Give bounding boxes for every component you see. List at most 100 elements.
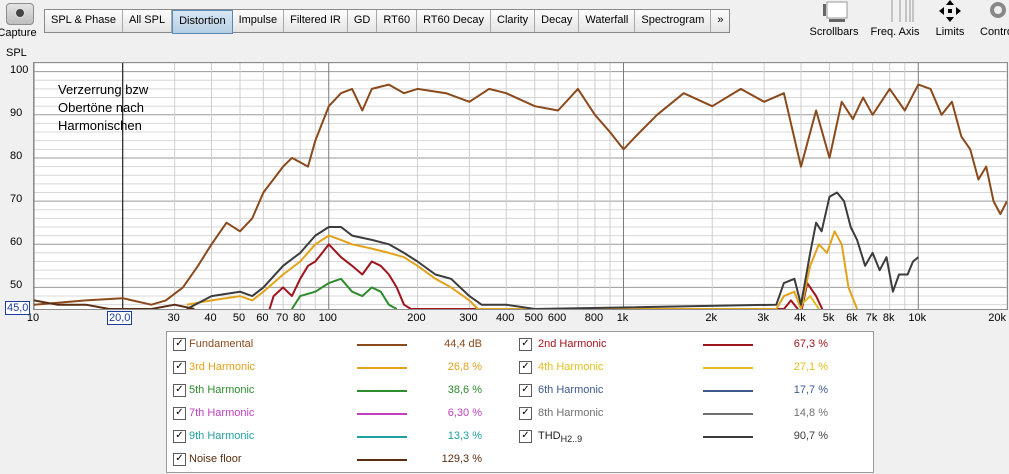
x-tick-label: 1k xyxy=(616,312,629,324)
legend-value-9th-harmonic: 13,3 % xyxy=(447,430,482,442)
cursor-x-readout: 20,0 xyxy=(107,311,133,325)
tab-more[interactable]: » xyxy=(711,10,730,32)
x-tick-label: 2k xyxy=(705,312,718,324)
legend-checkbox-7th-harmonic[interactable]: ✓ xyxy=(173,407,186,420)
y-axis-title: SPL xyxy=(6,47,27,59)
legend-value-8th-harmonic: 14,8 % xyxy=(793,407,828,419)
legend-checkbox-2nd-harmonic[interactable]: ✓ xyxy=(519,338,532,351)
limits-icon xyxy=(935,0,965,22)
limits-button[interactable]: Limits xyxy=(928,0,972,38)
controls-label: Contro xyxy=(980,26,1009,38)
x-tick-label: 30 xyxy=(167,312,180,324)
legend-label-2nd-harmonic: 2nd Harmonic xyxy=(538,338,607,350)
controls-button[interactable]: Contro xyxy=(978,0,1009,38)
y-tick-label: 100 xyxy=(10,63,29,76)
x-tick-label: 300 xyxy=(459,312,478,324)
scrollbars-button[interactable]: Scrollbars xyxy=(808,0,860,38)
legend-checkbox-8th-harmonic[interactable]: ✓ xyxy=(519,407,532,420)
legend-value-noise-floor: 129,3 % xyxy=(441,453,482,465)
y-tick-label: 70 xyxy=(10,193,23,206)
legend-swatch-8th-harmonic xyxy=(703,413,753,415)
legend-panel: ✓ Fundamental 44,4 dB ✓ 2nd Harmonic 67,3 % ✓ 3… xyxy=(166,331,874,473)
tab-gd[interactable]: GD xyxy=(347,10,378,32)
legend-value-6th-harmonic: 17,7 % xyxy=(793,384,828,396)
x-tick-label: 10 xyxy=(26,312,40,324)
tab-waterfall[interactable]: Waterfall xyxy=(579,10,636,32)
legend-value-5th-harmonic: 38,6 % xyxy=(447,384,482,396)
controls-gear-icon xyxy=(986,0,1009,22)
y-tick-label: 50 xyxy=(10,279,23,292)
scrollbars-icon xyxy=(819,0,849,22)
tab-spectrogram[interactable]: Spectrogram xyxy=(635,10,712,32)
legend-checkbox-9th-harmonic[interactable]: ✓ xyxy=(173,430,186,443)
legend-label-6th-harmonic: 6th Harmonic xyxy=(538,384,604,396)
capture-button[interactable]: Capture xyxy=(0,0,40,40)
legend-value-3rd-harmonic: 26,8 % xyxy=(447,361,482,373)
legend-label-4th-harmonic: 4th Harmonic xyxy=(538,361,604,373)
tab-spl-phase[interactable]: SPL & Phase xyxy=(45,10,124,32)
legend-value-4th-harmonic: 27,1 % xyxy=(793,361,828,373)
legend-label-noise-floor: Noise floor xyxy=(189,453,242,465)
scrollbars-label: Scrollbars xyxy=(809,26,859,38)
legend-swatch-4th-harmonic xyxy=(703,367,753,369)
tab-rt60-decay[interactable]: RT60 Decay xyxy=(417,10,491,32)
x-tick-label: 10k xyxy=(908,312,927,324)
plot-area[interactable]: Verzerrung bzw Obertöne nach Harmonische… xyxy=(33,62,1008,315)
legend-checkbox-6th-harmonic[interactable]: ✓ xyxy=(519,384,532,397)
x-tick-label: 800 xyxy=(584,312,604,324)
tab-decay[interactable]: Decay xyxy=(535,10,580,32)
x-tick-label: 200 xyxy=(407,312,426,324)
x-tick-label: 5k xyxy=(822,312,835,324)
x-tick-label: 70 xyxy=(275,312,289,324)
legend-value-fundamental: 44,4 dB xyxy=(444,338,482,350)
legend-checkbox-3rd-harmonic[interactable]: ✓ xyxy=(173,361,186,374)
legend-swatch-6th-harmonic xyxy=(703,390,753,392)
legend-checkbox-fundamental[interactable]: ✓ xyxy=(173,338,186,351)
legend-label-fundamental: Fundamental xyxy=(189,338,254,350)
freq-axis-label: Freq. Axis xyxy=(870,26,920,38)
freq-axis-button[interactable]: Freq. Axis xyxy=(866,0,924,38)
legend-label-thd: THDH2..9 xyxy=(538,430,583,445)
legend-label-8th-harmonic: 8th Harmonic xyxy=(538,407,604,419)
x-tick-label: 6k xyxy=(846,312,858,324)
legend-swatch-5th-harmonic xyxy=(357,390,407,392)
series-line-3rd-harmonic xyxy=(186,230,859,310)
x-tick-label: 3k xyxy=(757,312,769,324)
x-tick-label: 100 xyxy=(318,312,337,324)
tab-clarity[interactable]: Clarity xyxy=(491,10,536,32)
tab-filtered-ir[interactable]: Filtered IR xyxy=(284,10,348,32)
x-tick-label: 80 xyxy=(293,312,306,324)
legend-swatch-thd xyxy=(703,436,753,438)
x-tick-label: 60 xyxy=(256,312,269,324)
x-tick-label: 4k xyxy=(794,312,806,324)
capture-label: Capture xyxy=(0,27,37,39)
legend-checkbox-noise-floor[interactable]: ✓ xyxy=(173,453,186,466)
tab-all-spl[interactable]: All SPL xyxy=(123,10,173,32)
toolbar: Capture SPL & Phase All SPL Distortion Impu… xyxy=(0,0,1009,44)
legend-swatch-3rd-harmonic xyxy=(357,367,407,369)
tab-distortion[interactable]: Distortion xyxy=(172,10,233,34)
legend-swatch-2nd-harmonic xyxy=(703,344,753,346)
distortion-chart xyxy=(33,62,1008,315)
series-line-fundamental xyxy=(33,83,1008,306)
x-tick-label: 400 xyxy=(496,312,515,324)
legend-checkbox-5th-harmonic[interactable]: ✓ xyxy=(173,384,186,397)
camera-icon xyxy=(6,3,34,25)
view-tabs: SPL & Phase All SPL Distortion Impulse Filte… xyxy=(44,9,731,34)
chart-annotation: Verzerrung bzw Obertöne nach Harmonische… xyxy=(58,82,149,133)
x-tick-label: 8k xyxy=(882,312,895,324)
y-tick-label: 90 xyxy=(10,106,23,119)
series-line-2nd-harmonic xyxy=(268,243,826,315)
x-tick-label: 50 xyxy=(232,312,246,324)
legend-swatch-noise-floor xyxy=(357,459,407,461)
legend-checkbox-4th-harmonic[interactable]: ✓ xyxy=(519,361,532,374)
tab-rt60[interactable]: RT60 xyxy=(377,10,418,32)
legend-label-7th-harmonic: 7th Harmonic xyxy=(189,407,255,419)
series-line-4th-harmonic xyxy=(800,295,820,310)
tab-impulse[interactable]: Impulse xyxy=(232,10,285,32)
series-line-5th-harmonic xyxy=(291,277,398,310)
x-tick-label: 40 xyxy=(204,312,217,324)
legend-checkbox-thd[interactable]: ✓ xyxy=(519,430,532,443)
limits-label: Limits xyxy=(935,26,965,38)
legend-value-2nd-harmonic: 67,3 % xyxy=(793,338,828,350)
